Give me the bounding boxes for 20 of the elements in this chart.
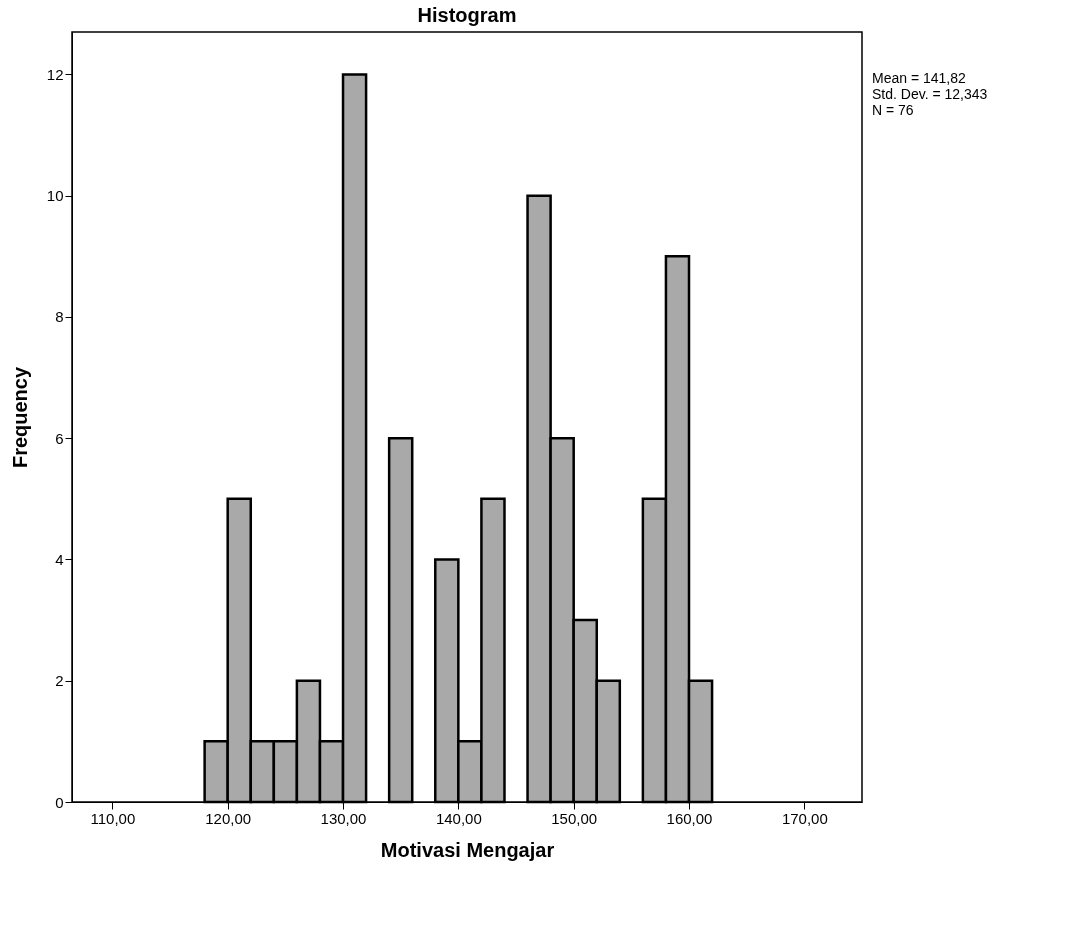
y-axis-title: Frequency [8, 366, 31, 469]
text: Std. Dev. = 12,343 [872, 86, 988, 102]
x-tick-label: 150,00 [551, 809, 598, 827]
chart-title: Histogram [417, 4, 517, 26]
y-tick-label: 6 [55, 429, 64, 447]
x-tick-label: 160,00 [666, 809, 713, 827]
y-tick-label: 10 [46, 187, 64, 205]
y-tick-label: 12 [46, 65, 64, 83]
x-tick-label: 130,00 [320, 809, 367, 827]
y-tick-label: 4 [55, 550, 64, 568]
y-tick-label: 2 [55, 672, 64, 690]
x-tick-label: 170,00 [781, 809, 828, 827]
text: N = 76 [872, 102, 914, 118]
x-axis-title: Motivasi Mengajar [380, 838, 555, 861]
x-tick-label: 120,00 [205, 809, 252, 827]
y-tick-label: 0 [55, 793, 64, 811]
y-tick-label: 8 [55, 308, 64, 326]
x-tick-label: 140,00 [435, 809, 482, 827]
x-tick-label: 110,00 [90, 809, 136, 827]
text: Mean = 141,82 [872, 70, 967, 86]
